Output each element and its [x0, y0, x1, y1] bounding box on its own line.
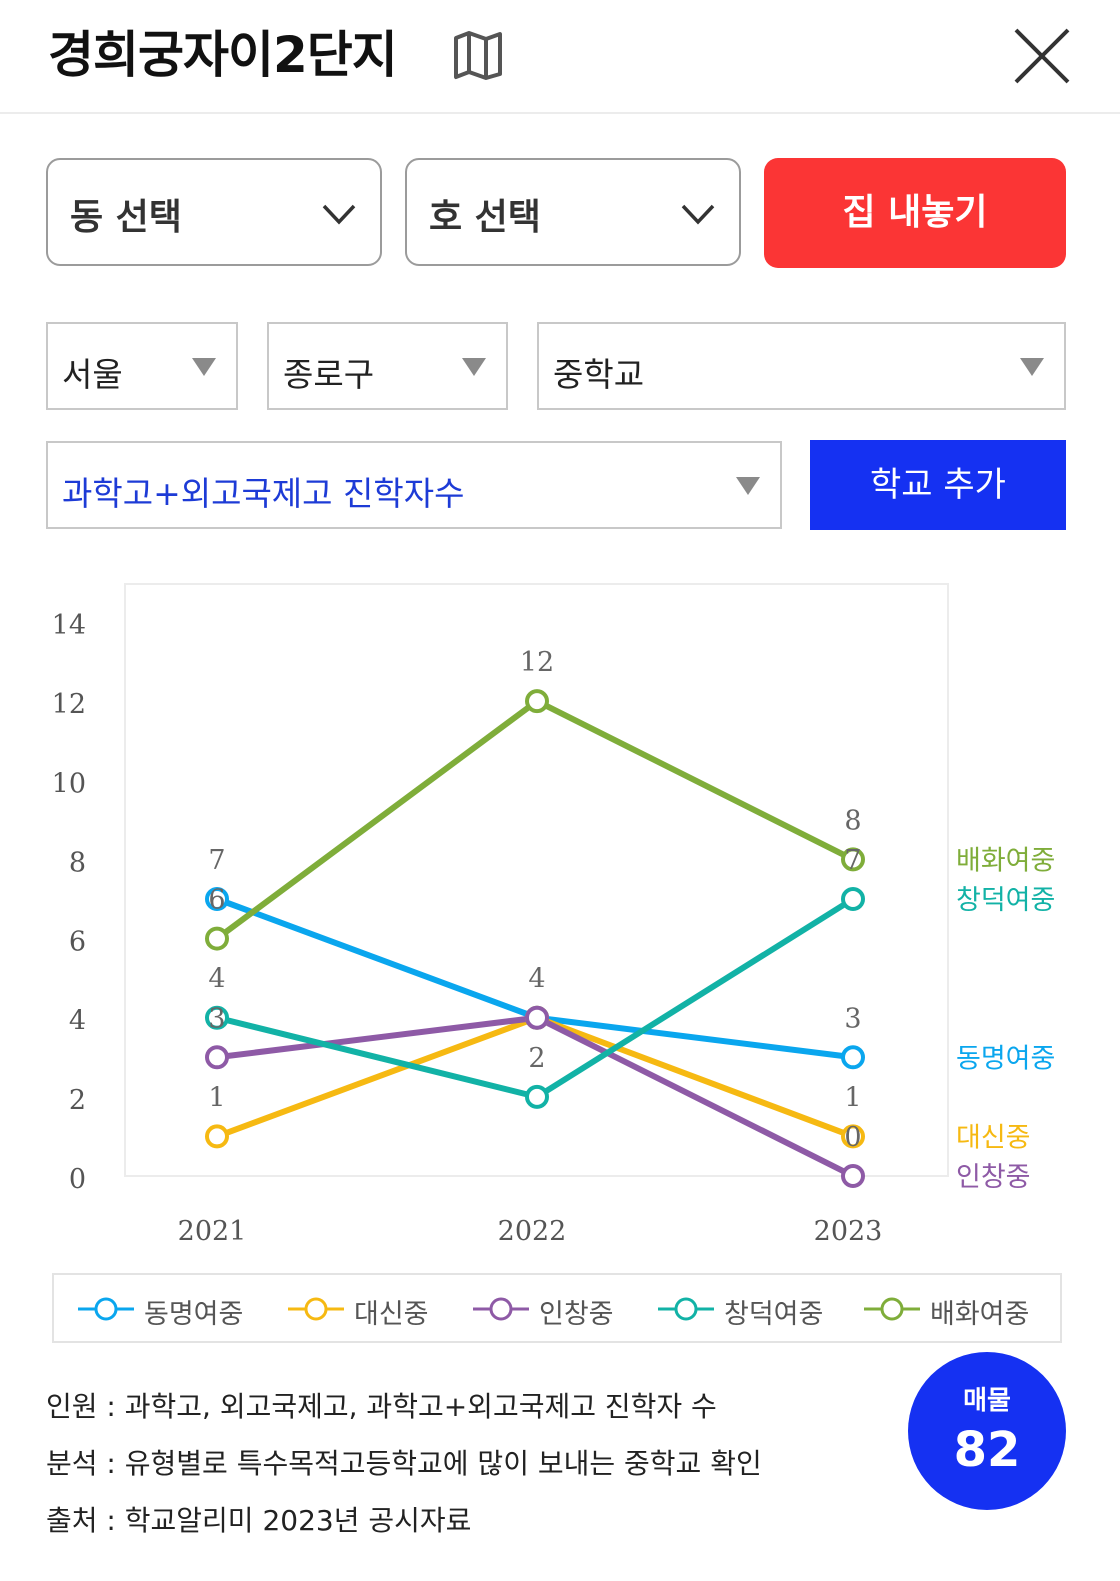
district-select-value: 종로구 [283, 355, 375, 394]
legend-marker-icon [78, 1297, 134, 1321]
dong-select[interactable]: 동 선택 [46, 158, 382, 266]
data-point [525, 1084, 549, 1109]
city-select[interactable]: 서울 [46, 322, 238, 410]
dropdown-arrow-icon [462, 358, 486, 376]
legend-marker-icon [864, 1297, 920, 1321]
data-label: 12 [520, 647, 554, 678]
data-point [525, 689, 549, 714]
data-label: 4 [528, 964, 545, 995]
dong-select-label: 동 선택 [70, 197, 182, 238]
series-end-label: 배화여중 [956, 845, 1055, 876]
dropdown-arrow-icon [736, 477, 760, 495]
y-tick-label: 10 [52, 768, 86, 799]
legend-label: 대신중 [354, 1299, 429, 1330]
ho-select[interactable]: 호 선택 [405, 158, 741, 266]
series-line [216, 896, 855, 1100]
data-label: 6 [208, 885, 225, 916]
series-line [216, 1014, 855, 1179]
data-point [841, 847, 865, 872]
city-select-value: 서울 [62, 355, 123, 394]
y-tick-label: 2 [69, 1085, 86, 1116]
listings-badge[interactable]: 매물 82 [908, 1352, 1066, 1510]
legend-label: 창덕여중 [724, 1299, 824, 1330]
series-line [215, 698, 855, 941]
series-end-label: 인창중 [956, 1162, 1031, 1193]
data-label: 1 [208, 1082, 225, 1113]
data-point [841, 887, 865, 911]
plot-area [124, 583, 949, 1177]
data-label: 3 [844, 1003, 861, 1034]
series-end-label: 동명여중 [956, 1043, 1055, 1074]
legend-label: 배화여중 [930, 1299, 1030, 1330]
dropdown-arrow-icon [192, 358, 216, 376]
school-level-select[interactable]: 중학교 [537, 322, 1066, 410]
data-label: 3 [208, 1003, 225, 1034]
x-tick-label: 2021 [178, 1216, 247, 1247]
data-point [205, 1045, 229, 1070]
dropdown-arrow-icon [1020, 358, 1044, 376]
data-label: 7 [208, 845, 225, 876]
x-tick-label: 2023 [814, 1216, 883, 1247]
metric-select-value: 과학고+외고국제고 진학자수 [62, 474, 465, 513]
add-school-button[interactable]: 학교 추가 [810, 440, 1066, 530]
data-label: 2 [528, 1043, 545, 1074]
data-point [525, 1005, 549, 1030]
data-label: 8 [844, 805, 861, 836]
close-icon[interactable] [1010, 24, 1074, 88]
data-label: 0 [844, 1122, 861, 1153]
x-tick-label: 2022 [498, 1216, 567, 1247]
legend-label: 동명여중 [144, 1299, 244, 1330]
data-point [205, 1005, 229, 1030]
map-icon[interactable] [452, 30, 504, 80]
y-tick-label: 14 [52, 610, 86, 641]
y-tick-label: 6 [69, 927, 86, 958]
listings-label: 매물 [963, 1386, 1011, 1416]
chevron-down-icon [681, 204, 715, 225]
y-tick-label: 0 [69, 1164, 86, 1195]
chart-legend: 동명여중 대신중 인창중 창덕여중 배화여중 [52, 1273, 1062, 1343]
list-home-button[interactable]: 집 내놓기 [764, 158, 1066, 268]
header-bar: 경희궁자이2단지 [0, 0, 1120, 114]
series-end-label: 창덕여중 [956, 885, 1055, 916]
notes: 인원 : 과학고, 외고국제고, 과학고+외고국제고 진학자 수 분석 : 유형… [46, 1378, 762, 1549]
series-line [215, 896, 854, 1061]
y-tick-label: 12 [52, 689, 86, 720]
legend-marker-icon [473, 1297, 529, 1321]
page-title: 경희궁자이2단지 [48, 26, 398, 84]
data-point [841, 1124, 865, 1149]
data-label: 4 [208, 964, 225, 995]
data-label: 1 [844, 1082, 861, 1113]
data-point [205, 887, 229, 911]
y-tick-label: 4 [69, 1006, 86, 1037]
data-point [205, 1124, 229, 1149]
data-point [841, 1045, 865, 1070]
data-label: 7 [844, 845, 861, 876]
series-line [215, 1014, 855, 1140]
data-point [525, 1005, 549, 1030]
series-end-label: 대신중 [956, 1122, 1031, 1153]
legend-marker-icon [288, 1297, 344, 1321]
note-headcount: 인원 : 과학고, 외고국제고, 과학고+외고국제고 진학자 수 [46, 1390, 717, 1423]
listings-count: 82 [953, 1422, 1021, 1478]
note-analysis: 분석 : 유형별로 특수목적고등학교에 많이 보내는 중학교 확인 [46, 1447, 762, 1480]
legend-marker-icon [658, 1297, 714, 1321]
school-level-select-value: 중학교 [553, 355, 645, 394]
data-point [841, 1164, 865, 1188]
note-source: 출처 : 학교알리미 2023년 공시자료 [46, 1504, 472, 1537]
data-point [205, 926, 229, 951]
y-tick-label: 8 [69, 847, 86, 878]
chevron-down-icon [322, 204, 356, 225]
legend-label: 인창중 [539, 1299, 614, 1330]
ho-select-label: 호 선택 [429, 197, 541, 238]
data-point [525, 1005, 549, 1030]
district-select[interactable]: 종로구 [267, 322, 508, 410]
metric-select[interactable]: 과학고+외고국제고 진학자수 [46, 441, 782, 529]
